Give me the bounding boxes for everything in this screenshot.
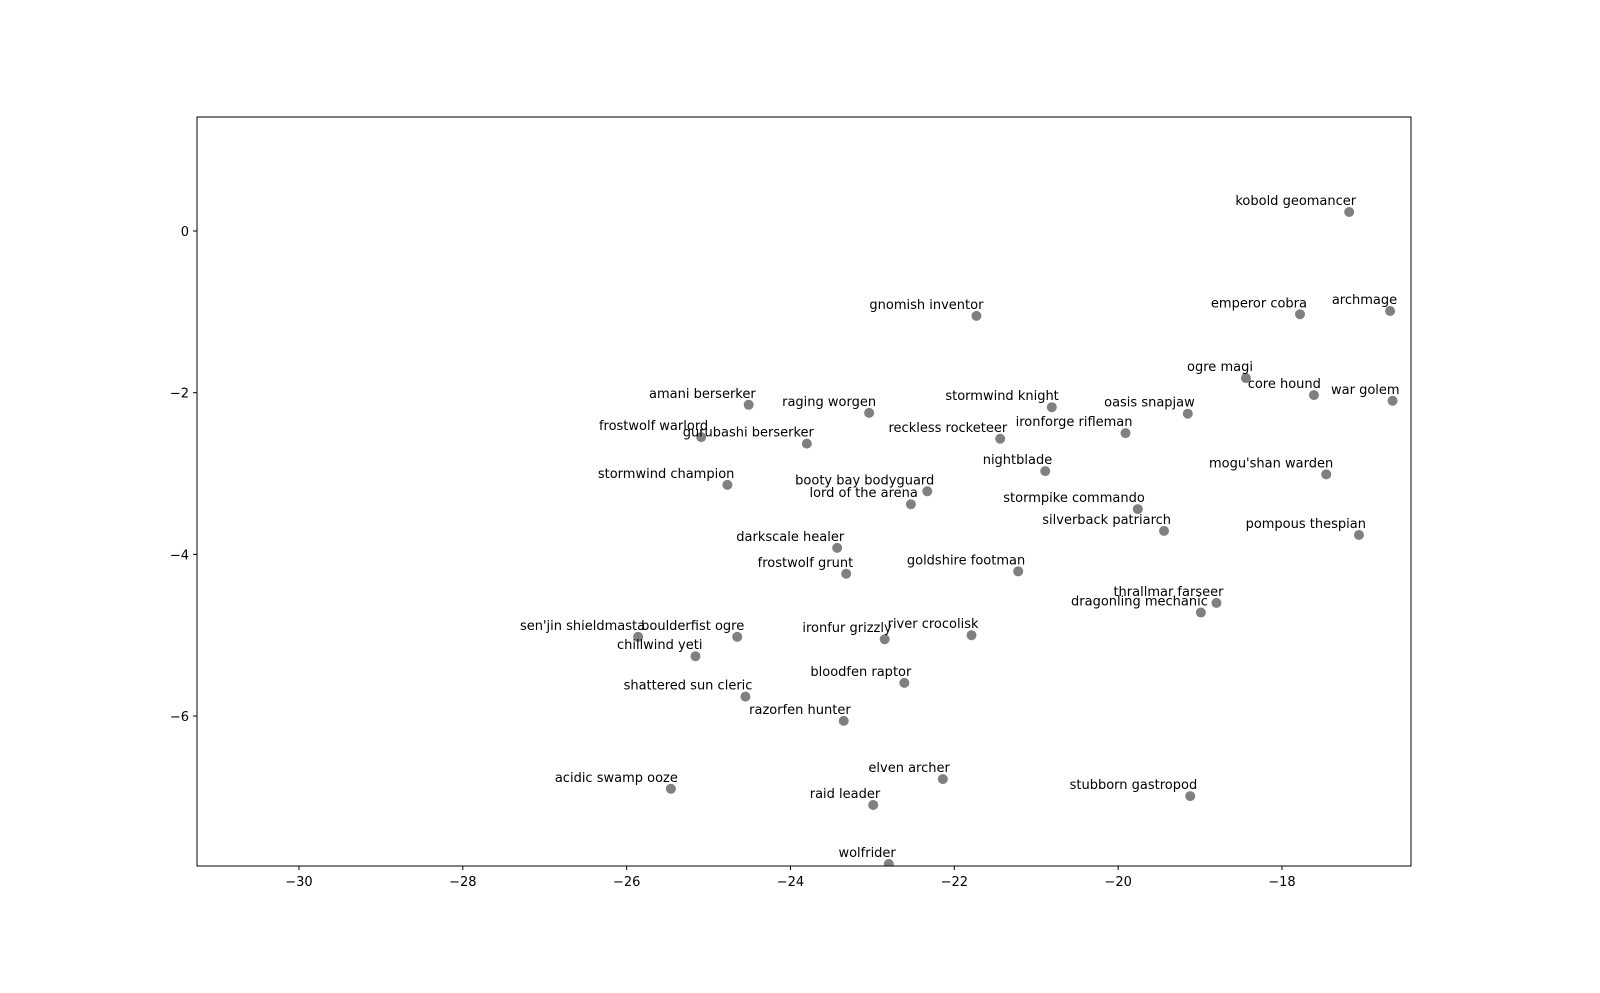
point [722, 479, 733, 490]
point [732, 631, 743, 642]
point [665, 783, 676, 794]
x-tick-label: −22 [941, 875, 968, 890]
point [864, 407, 875, 418]
point-label: sen'jin shieldmasta [520, 619, 645, 634]
point-label: acidic swamp ooze [555, 771, 678, 786]
point-label: raid leader [810, 787, 881, 802]
point [868, 799, 879, 810]
point-label: booty bay bodyguard [795, 473, 934, 488]
point [922, 486, 933, 497]
point [1195, 607, 1206, 618]
point-label: silverback patriarch [1042, 513, 1171, 528]
point-label: emperor cobra [1211, 296, 1307, 311]
point [633, 631, 644, 642]
point-label: frostwolf grunt [758, 556, 854, 571]
point-label: reckless rocketeer [889, 421, 1008, 436]
point [1211, 597, 1222, 608]
point [1387, 395, 1398, 406]
point [1344, 206, 1355, 217]
point [879, 634, 890, 645]
point-label: lord of the arena [809, 486, 917, 501]
x-tick-label: −24 [777, 875, 804, 890]
point [696, 432, 707, 443]
point-label: razorfen hunter [749, 703, 851, 718]
point [1321, 469, 1332, 480]
point [1046, 402, 1057, 413]
point [1013, 566, 1024, 577]
x-tick-label: −26 [613, 875, 640, 890]
point [883, 858, 894, 866]
y-tick-label: 0 [181, 225, 189, 240]
point-label: ironforge rifleman [1016, 415, 1133, 430]
point-label: amani berserker [649, 387, 756, 402]
point [971, 310, 982, 321]
point-label: core hound [1248, 377, 1321, 392]
point-label: war golem [1331, 383, 1400, 398]
point-label: river crocolisk [888, 617, 979, 632]
point [690, 651, 701, 662]
point-label: stormwind champion [598, 467, 735, 482]
point-label: elven archer [868, 761, 950, 776]
point-label: archmage [1332, 293, 1397, 308]
y-tick-label: −6 [170, 710, 189, 725]
point [740, 691, 751, 702]
point-label: mogu'shan warden [1209, 456, 1333, 471]
y-tick-label: −4 [170, 548, 189, 563]
point-label: frostwolf warlord [599, 419, 708, 434]
point-label: gnomish inventor [869, 298, 984, 313]
point [1040, 466, 1051, 477]
point-label: chillwind yeti [617, 638, 703, 653]
point [1353, 529, 1364, 540]
point [1159, 525, 1170, 536]
point [841, 568, 852, 579]
point-label: oasis snapjaw [1104, 396, 1195, 411]
point [1132, 504, 1143, 515]
point-label: raging worgen [782, 395, 876, 410]
point [905, 499, 916, 510]
point-label: goldshire footman [907, 553, 1025, 568]
point-label: wolfrider [838, 846, 896, 861]
x-tick-label: −30 [285, 875, 312, 890]
point [937, 774, 948, 785]
point-label: bloodfen raptor [810, 665, 912, 680]
point-label: stormwind knight [945, 389, 1058, 404]
x-tick-label: −18 [1268, 875, 1295, 890]
point-label: stormpike commando [1003, 491, 1145, 506]
point [1308, 390, 1319, 401]
point [832, 542, 843, 553]
point-label: ogre magi [1187, 360, 1253, 375]
point [1295, 309, 1306, 320]
point [1182, 408, 1193, 419]
plot-area [633, 206, 1398, 866]
axes-frame [196, 116, 1412, 867]
point-label: pompous thespian [1246, 517, 1366, 532]
point [801, 438, 812, 449]
point [1120, 428, 1131, 439]
point-label: nightblade [983, 453, 1053, 468]
point [995, 433, 1006, 444]
point [1185, 791, 1196, 802]
point [966, 630, 977, 641]
point-label: stubborn gastropod [1070, 778, 1198, 793]
point-label: dragonling mechanic [1071, 595, 1208, 610]
point [899, 677, 910, 688]
point-label: shattered sun cleric [624, 679, 753, 694]
y-tick-label: −2 [170, 387, 189, 402]
point-label: ironfur grizzly [802, 621, 892, 636]
point [1240, 373, 1251, 384]
x-tick-label: −28 [449, 875, 476, 890]
point-label: thrallmar farseer [1113, 585, 1224, 600]
point-label: kobold geomancer [1235, 194, 1356, 209]
point-label: boulderfist ogre [641, 619, 744, 634]
point [743, 399, 754, 410]
x-tick-label: −20 [1104, 875, 1131, 890]
point-label: darkscale healer [736, 530, 845, 545]
point [1385, 306, 1396, 317]
point [838, 715, 849, 726]
point-label: gurubashi berserker [683, 426, 815, 441]
